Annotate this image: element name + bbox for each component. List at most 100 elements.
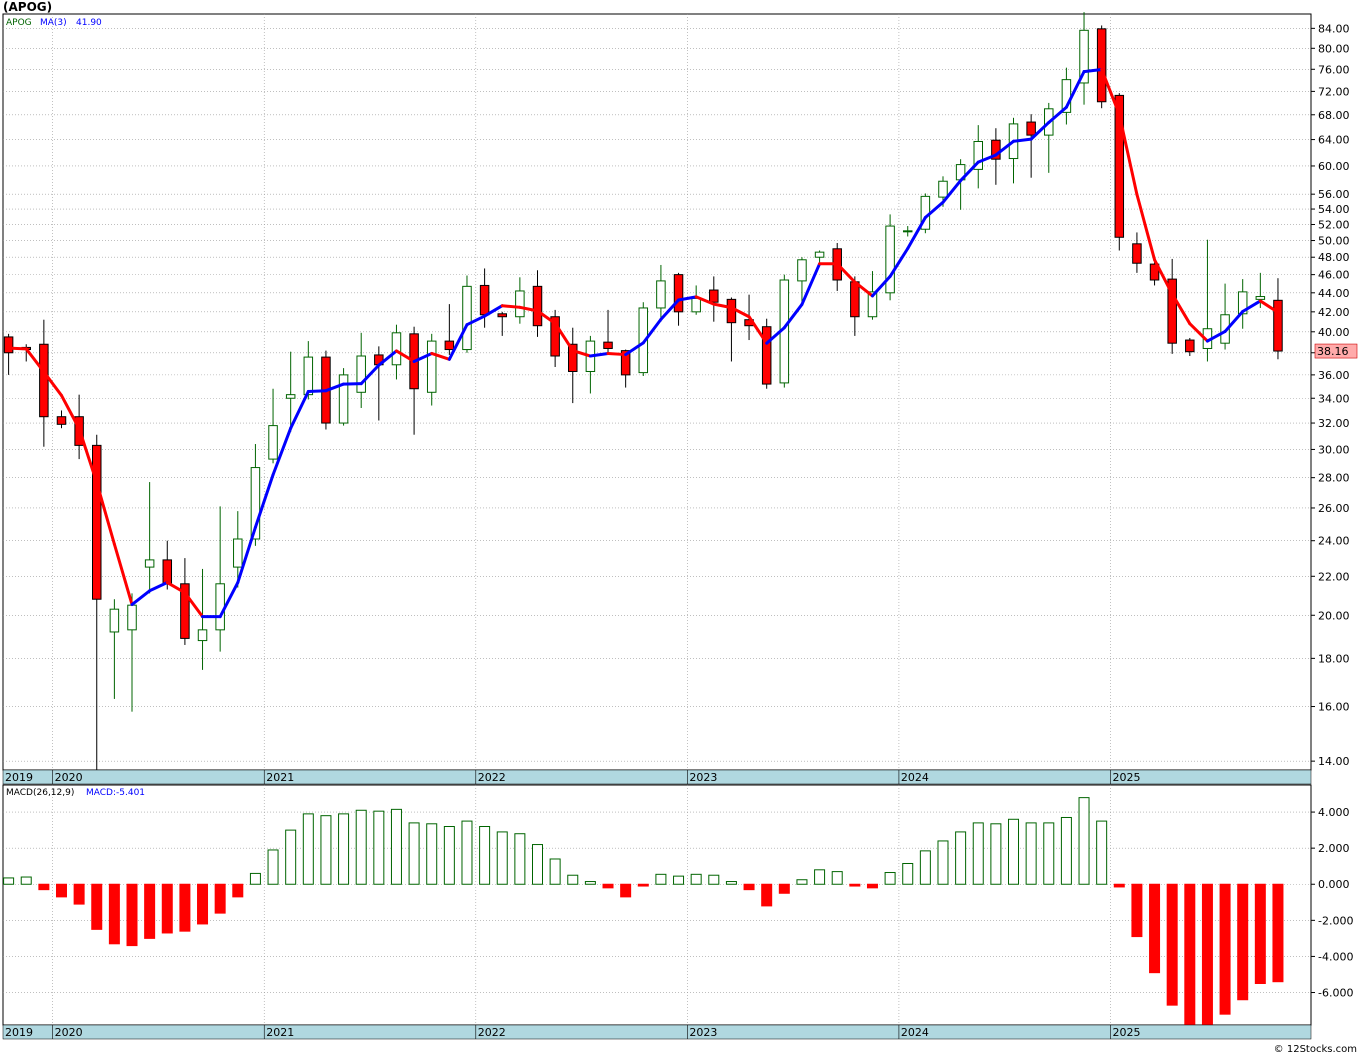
price-tick-label: 60.00 <box>1318 160 1350 173</box>
candle-down <box>497 311 507 336</box>
price-year-label: 2024 <box>901 771 929 784</box>
candle-up <box>356 332 366 408</box>
ma3-segment <box>1117 112 1139 196</box>
macd-bar-positive <box>1008 818 1020 885</box>
ma3-segment <box>518 305 539 313</box>
ma3-segment <box>1100 67 1121 116</box>
candle-body <box>127 604 137 631</box>
candle-body <box>92 444 102 600</box>
ma3-segment <box>959 160 980 183</box>
macd-year-label: 2021 <box>266 1026 294 1039</box>
macd-bar-positive <box>1078 797 1090 885</box>
ma3-segment <box>712 302 733 310</box>
candle-down <box>761 318 772 389</box>
candle-body <box>726 298 737 324</box>
candle-body <box>620 350 631 376</box>
ma3-segment <box>148 581 169 593</box>
macd-bar-positive <box>1025 822 1037 885</box>
candle-down <box>56 410 67 429</box>
ma3-segment <box>853 280 874 298</box>
price-tick-label: 56.00 <box>1318 188 1350 201</box>
candle-down <box>1096 25 1107 109</box>
macd-bar-negative <box>1201 883 1213 1026</box>
macd-bar-positive <box>919 850 931 885</box>
macd-bar-positive <box>461 820 473 885</box>
price-panel: 14.00 16.00 18.00 20.00 22.00 24.00 26.00 28.00… <box>2 12 1358 785</box>
macd-bar-positive <box>373 810 385 885</box>
ma3-segment <box>324 382 346 393</box>
macd-bar-negative <box>126 883 138 947</box>
candle-down <box>39 319 49 447</box>
candle-down <box>444 304 455 355</box>
ma3-segment <box>659 298 681 321</box>
macd-bar-positive <box>338 813 350 885</box>
candle-body <box>162 559 173 585</box>
candle-body <box>233 538 243 568</box>
macd-bar-negative <box>1254 883 1266 984</box>
ma3-segment <box>553 321 575 353</box>
candle-down <box>92 434 102 770</box>
ma3-segment <box>782 302 804 330</box>
macd-panel: 4.000 2.000 0.000 -2.000 -4.000 -6.000 MACD(2… <box>2 784 1353 1040</box>
ma3-segment <box>24 347 46 374</box>
price-tick-label: 34.00 <box>1318 392 1350 405</box>
candle-up <box>1220 283 1230 350</box>
macd-bar-negative <box>144 883 156 939</box>
ma3-segment <box>976 153 998 164</box>
last-price-tag: 38.16 <box>1314 343 1358 359</box>
macd-tick-label: 0.000 <box>1318 878 1350 891</box>
price-tick-label: 16.00 <box>1318 701 1350 714</box>
price-year-label: 2022 <box>478 771 506 784</box>
ma3-segment <box>571 349 592 358</box>
price-tick-label: 44.00 <box>1318 287 1350 300</box>
macd-year-label: 2023 <box>689 1026 717 1039</box>
ma3-segment <box>994 139 1016 157</box>
macd-bar-positive <box>955 831 967 885</box>
candle-up <box>1079 12 1089 105</box>
macd-bar-positive <box>20 876 32 885</box>
candle-body <box>215 583 225 631</box>
macd-legend-label: MACD(26,12,9) <box>6 788 74 798</box>
ma3-segment <box>306 389 328 393</box>
candle-up <box>797 257 807 303</box>
macd-bar-positive <box>937 840 949 885</box>
ma3-segment <box>1012 137 1033 143</box>
candle-body <box>938 180 948 198</box>
macd-tick-label: 2.000 <box>1318 842 1350 855</box>
candle-body <box>603 341 613 349</box>
macd-bar-positive <box>567 874 579 885</box>
candle-down <box>1185 337 1195 357</box>
ma3-segment <box>765 326 786 345</box>
macd-year-label: 2024 <box>901 1026 929 1039</box>
macd-tick-label: -4.000 <box>1318 950 1353 963</box>
ma3-segment <box>888 247 910 278</box>
legend-ma-label: MA(3) <box>40 18 67 28</box>
macd-bar-positive <box>972 822 984 885</box>
macd-year-label: 2022 <box>478 1026 506 1039</box>
ma3-segment <box>1241 299 1262 314</box>
macd-bar-negative <box>778 883 790 894</box>
candle-down <box>1132 232 1142 273</box>
candle-body <box>1185 339 1195 353</box>
macd-x-axis-band <box>2 1024 1312 1040</box>
price-tick-label: 54.00 <box>1318 203 1350 216</box>
candle-body <box>638 307 649 374</box>
macd-bar-negative <box>108 883 120 945</box>
macd-bar-positive <box>549 858 561 885</box>
macd-bar-negative <box>1237 883 1249 1001</box>
chart-title: (APOG) <box>3 0 52 14</box>
macd-bar-negative <box>161 883 173 934</box>
legend-ma-value: 41.90 <box>76 18 102 28</box>
ma3-segment <box>941 179 963 204</box>
macd-bar-negative <box>214 883 226 914</box>
macd-bar-positive <box>884 872 896 885</box>
last-price-tag-box <box>1314 343 1358 359</box>
ma3-segment <box>112 542 134 607</box>
macd-bar-positive <box>902 862 914 885</box>
candle-body <box>973 140 983 170</box>
macd-bar-negative <box>743 883 755 891</box>
candle-body <box>250 467 261 540</box>
price-tick-label: 18.00 <box>1318 652 1350 665</box>
candle-body <box>444 340 455 351</box>
